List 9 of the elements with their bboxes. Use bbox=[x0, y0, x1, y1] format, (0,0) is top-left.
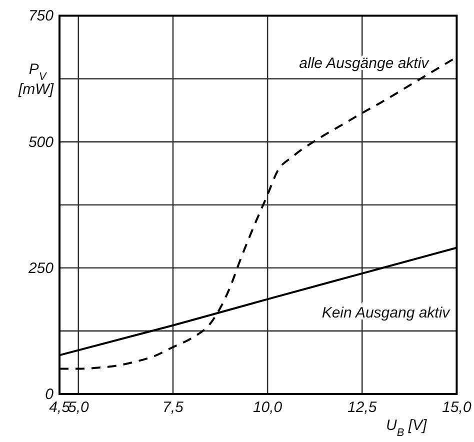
x-axis-title: U$_{B}$ [V] bbox=[386, 417, 428, 439]
x-tick-label: 10,0 bbox=[252, 399, 283, 416]
y-axis-title: P$_{V}$ [mW] bbox=[18, 61, 54, 98]
y-tick-label: 750 bbox=[28, 8, 54, 25]
x-tick-label: 15,0 bbox=[442, 399, 472, 416]
y-tick-label: 500 bbox=[28, 134, 54, 151]
x-tick-label: 7,5 bbox=[162, 399, 184, 416]
y-tick-label: 250 bbox=[27, 260, 54, 277]
x-tick-label: 12,5 bbox=[348, 399, 378, 416]
